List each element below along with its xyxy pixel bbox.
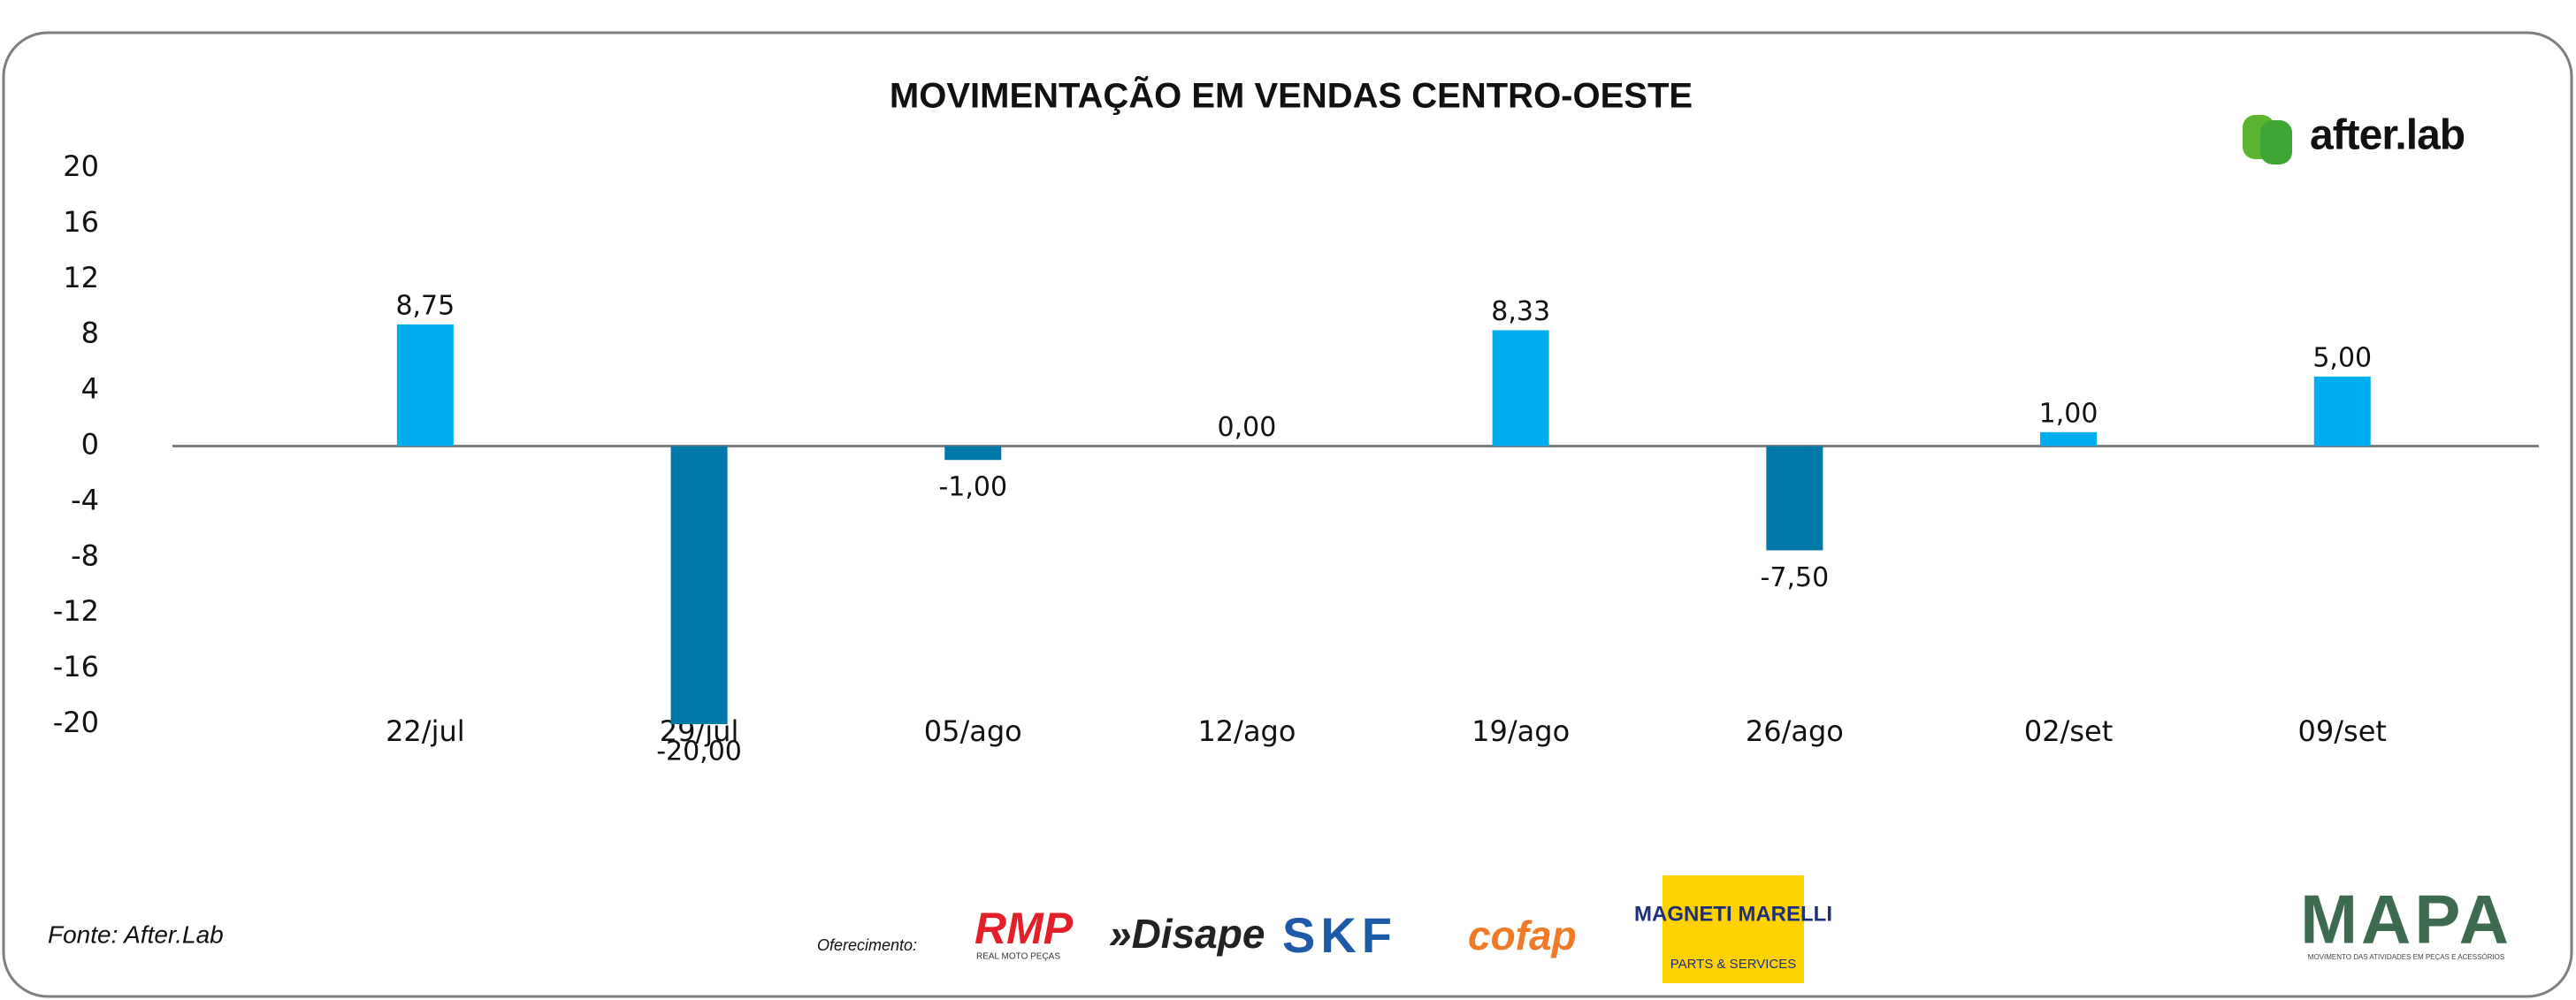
y-tick-label: -12 <box>53 594 99 628</box>
y-tick-label: 12 <box>63 261 99 294</box>
bar <box>396 324 454 447</box>
x-tick-label: 05/ago <box>924 714 1022 748</box>
value-label: 0,00 <box>1218 412 1277 443</box>
bar <box>944 446 1002 461</box>
sponsor-logo: RMP <box>975 904 1074 953</box>
sponsor-logo: MAPA <box>2300 881 2512 958</box>
value-label: 8,33 <box>1491 296 1550 327</box>
y-tick-label: 8 <box>81 317 99 350</box>
brand-icon <box>2260 120 2292 164</box>
x-tick-label: 12/ago <box>1197 714 1296 748</box>
y-tick-label: 4 <box>81 372 99 406</box>
sponsor-logos: RMP REAL MOTO PEÇAS »Disape SKF cofap MA… <box>975 875 2512 983</box>
x-tick-label: 19/ago <box>1471 714 1570 748</box>
brand-logo: after.lab <box>2243 112 2465 164</box>
y-tick-label: 20 <box>63 149 99 183</box>
bar <box>2313 376 2371 447</box>
sponsor-logo: PARTS & SERVICES <box>1670 957 1797 972</box>
sponsor-logo: cofap <box>1468 912 1577 958</box>
x-tick-label: 09/set <box>2298 714 2387 748</box>
y-tick-label: -16 <box>53 650 99 683</box>
x-tick-label: 02/set <box>2024 714 2113 748</box>
sponsor-intro: Oferecimento: <box>817 936 917 954</box>
bar <box>1492 330 1549 447</box>
y-tick-label: 16 <box>63 205 99 239</box>
bar <box>2040 431 2098 447</box>
sponsor-logo: SKF <box>1282 907 1397 963</box>
sponsor-logo: MOVIMENTO DAS ATIVIDADES EM PEÇAS E ACES… <box>2308 953 2504 961</box>
value-label: 5,00 <box>2312 342 2372 373</box>
value-label: -1,00 <box>938 472 1007 503</box>
sponsor-logo: »Disape <box>1109 911 1265 957</box>
x-tick-label: 22/jul <box>386 714 465 748</box>
brand-name: after.lab <box>2310 112 2465 159</box>
y-tick-label: -4 <box>71 483 99 516</box>
value-label: -20,00 <box>656 737 742 767</box>
y-tick-label: 0 <box>81 428 99 462</box>
value-label: -7,50 <box>1761 562 1830 593</box>
x-tick-label: 26/ago <box>1746 714 1844 748</box>
chart-title: MOVIMENTAÇÃO EM VENDAS CENTRO-OESTE <box>890 75 1693 116</box>
source: Fonte: After.Lab <box>48 920 224 948</box>
y-tick-label: -20 <box>53 706 99 739</box>
value-label: 1,00 <box>2039 398 2098 429</box>
sponsor-logo: MAGNETI MARELLI <box>1634 902 1832 926</box>
value-label: 8,75 <box>395 290 455 321</box>
bar <box>670 446 728 724</box>
sponsor-box <box>1663 875 1804 983</box>
frame <box>2 31 2573 998</box>
bar <box>1766 446 1823 551</box>
sponsor-logo: REAL MOTO PEÇAS <box>976 952 1060 962</box>
y-tick-label: -8 <box>71 538 99 572</box>
